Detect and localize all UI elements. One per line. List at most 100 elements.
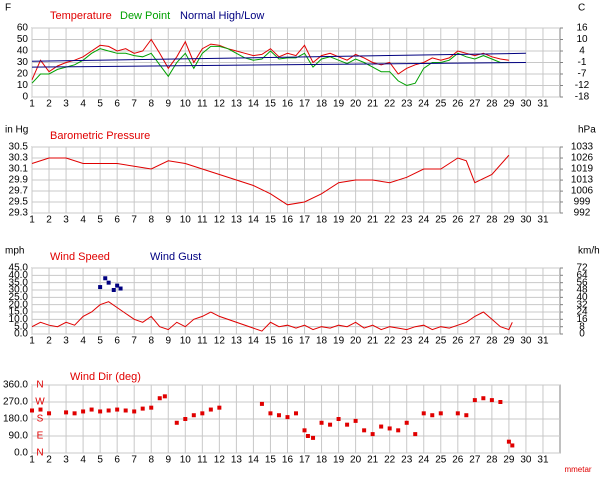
x-tick-label: 24 [418,99,430,110]
dir-point [268,411,273,416]
x-tick-label: 4 [80,215,86,226]
x-tick-label: 7 [131,455,137,466]
dir-point [311,435,316,440]
x-tick-label: 17 [299,99,311,110]
y-tick-label: 15.0 [9,307,29,318]
y2-tick-label: 72 [576,263,588,274]
dir-point [115,407,120,412]
gust-point [98,285,103,290]
gust-point [118,286,123,291]
dir-point [404,420,409,425]
x-tick-label: 17 [299,336,311,347]
x-tick-label: 31 [537,215,549,226]
x-tick-label: 20 [350,455,362,466]
x-tick-label: 25 [435,455,447,466]
x-tick-label: 16 [282,336,294,347]
y-tick-label: 0.0 [14,448,28,459]
dir-point [149,405,154,410]
y2-tick-label: 24 [576,307,588,318]
x-tick-label: 30 [520,215,532,226]
x-tick-label: 14 [248,215,260,226]
x-tick-label: 5 [97,455,103,466]
y-tick-label: 10 [17,80,29,91]
x-tick-label: 23 [401,455,413,466]
dir-point [200,411,205,416]
x-tick-label: 27 [469,336,481,347]
y2-tick-label: 16 [576,23,588,34]
x-tick-label: 16 [282,215,294,226]
x-tick-label: 29 [503,215,515,226]
x-tick-label: 14 [248,336,260,347]
y-axis-label: F [5,3,11,14]
x-tick-label: 29 [503,99,515,110]
y2-tick-label: 16 [576,314,588,325]
y-tick-label: 45.0 [9,263,29,274]
x-tick-label: 23 [401,215,413,226]
y-tick-label: 0.0 [14,329,28,340]
x-tick-label: 27 [469,455,481,466]
x-tick-label: 5 [97,336,103,347]
gust-point [111,288,116,292]
x-tick-label: 10 [180,455,192,466]
dir-point [276,413,281,418]
y-tick-label: 90.0 [9,431,29,442]
x-tick-label: 3 [63,99,69,110]
compass-label: N [36,448,43,459]
x-tick-label: 4 [80,336,86,347]
dir-point [489,398,494,403]
dir-point [132,409,137,414]
dir-point [191,413,196,418]
x-tick-label: 17 [299,455,311,466]
y-tick-label: 5.0 [14,321,28,332]
x-tick-label: 9 [165,336,171,347]
compass-label: E [37,431,44,442]
x-tick-label: 15 [265,215,277,226]
x-tick-label: 7 [131,215,137,226]
x-tick-label: 2 [46,215,52,226]
dir-point [106,408,111,413]
series-line-low [31,62,526,68]
dir-point [455,411,460,416]
y-axis-label: mph [5,246,24,257]
y2-tick-label: 48 [576,285,588,296]
x-tick-label: 19 [333,215,345,226]
x-tick-label: 6 [114,99,120,110]
x-tick-label: 27 [469,215,481,226]
x-tick-label: 13 [231,336,243,347]
compass-label: W [35,397,45,408]
x-tick-label: 8 [148,215,154,226]
dir-point [123,408,128,413]
x-tick-label: 12 [214,455,226,466]
dir-point [174,420,179,425]
x-tick-label: 28 [486,455,498,466]
dir-point [81,409,86,414]
x-tick-label: 28 [486,336,498,347]
y-tick-label: 30.5 [9,142,29,153]
x-tick-label: 22 [384,99,396,110]
dir-point [208,407,213,412]
x-tick-label: 27 [469,99,481,110]
legend-label: Normal High/Low [180,10,264,22]
y2-tick-label: 0 [579,329,585,340]
dir-point [498,400,503,404]
legend-label: Wind Gust [150,251,201,263]
x-tick-label: 19 [333,336,345,347]
y-tick-label: 30.3 [9,153,29,164]
dir-point [413,432,418,437]
x-tick-label: 26 [452,455,464,466]
x-tick-label: 11 [197,99,208,110]
dir-point [481,396,486,401]
y-axis-label: in Hg [5,125,28,136]
gust-point [115,283,120,288]
y-tick-label: 35.0 [9,277,29,288]
x-tick-label: 1 [29,215,35,226]
dir-point [157,396,162,401]
x-tick-label: 18 [316,336,328,347]
x-tick-label: 9 [165,215,171,226]
x-tick-label: 25 [435,99,447,110]
y2-tick-label: -18 [575,92,590,103]
x-tick-label: 6 [114,215,120,226]
y2-axis-label: km/h [578,246,600,257]
dir-point [319,420,324,425]
x-tick-label: 21 [367,99,379,110]
